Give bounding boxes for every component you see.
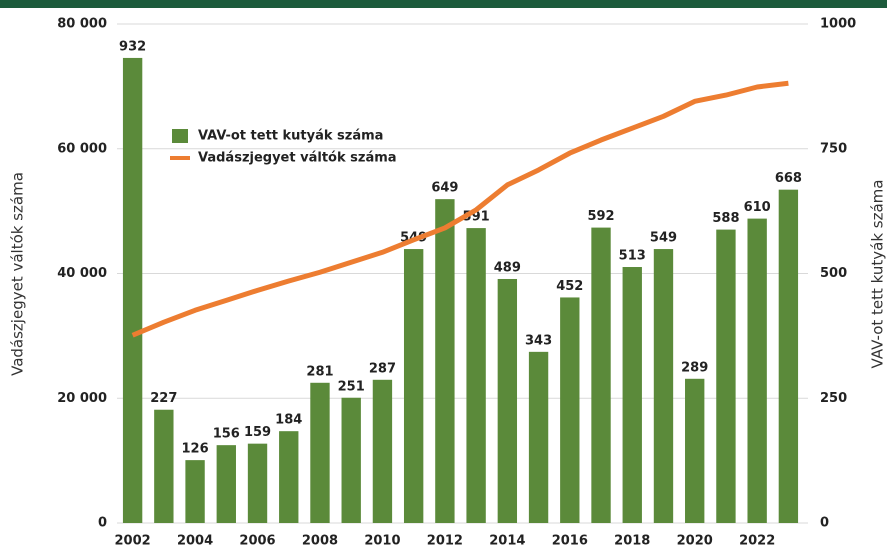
- value-label: 343: [525, 333, 552, 348]
- y-tick-label: 40 000: [57, 266, 107, 281]
- bar: [185, 460, 205, 523]
- value-label: 287: [369, 361, 396, 376]
- value-label: 156: [213, 427, 240, 442]
- y-axis-label: Vadászjegyet váltók száma: [9, 172, 27, 376]
- value-label: 281: [306, 364, 333, 379]
- value-label: 668: [775, 171, 802, 186]
- bar: [778, 189, 799, 523]
- bar: [653, 249, 674, 523]
- y-tick-label: 60 000: [57, 141, 107, 156]
- value-label: 159: [244, 425, 271, 440]
- value-label: 227: [150, 391, 177, 406]
- bar: [435, 199, 455, 524]
- x-tick-label: 2022: [739, 534, 775, 549]
- value-label: 513: [619, 249, 646, 264]
- x-tick-label: 2010: [364, 534, 400, 549]
- bar: [716, 229, 736, 523]
- bar: [341, 397, 361, 523]
- bar: [216, 445, 236, 523]
- x-tick-label: 2014: [489, 534, 525, 549]
- value-label: 251: [338, 379, 365, 394]
- bar: [560, 297, 580, 523]
- value-label: 932: [119, 39, 146, 54]
- x-tick-label: 2016: [552, 534, 588, 549]
- top-band: [0, 0, 887, 8]
- value-label: 549: [650, 231, 677, 246]
- bar: [403, 249, 424, 523]
- bar: [591, 227, 611, 524]
- x-tick-label: 2002: [115, 534, 151, 549]
- bar: [528, 351, 549, 523]
- bar: [466, 228, 486, 523]
- x-tick-label: 2020: [677, 534, 713, 549]
- legend-label: VAV-ot tett kutyák száma: [198, 129, 383, 144]
- y2-tick-label: 0: [820, 516, 829, 531]
- x-tick-label: 2008: [302, 534, 338, 549]
- y2-axis-label: VAV-ot tett kutyák száma: [869, 180, 887, 369]
- value-label: 588: [712, 211, 739, 226]
- bar: [279, 431, 299, 523]
- y2-tick-label: 1000: [820, 17, 856, 32]
- value-label: 184: [275, 413, 302, 428]
- y2-tick-label: 500: [820, 266, 847, 281]
- y-tick-label: 0: [98, 516, 107, 531]
- x-tick-label: 2004: [177, 534, 213, 549]
- value-label: 289: [681, 360, 708, 375]
- y2-tick-label: 750: [820, 141, 847, 156]
- value-label: 649: [431, 181, 458, 196]
- bar: [247, 443, 268, 523]
- legend-label: Vadászjegyet váltók száma: [198, 151, 397, 166]
- value-label: 592: [587, 209, 614, 224]
- line: [131, 80, 789, 338]
- bar: [310, 382, 330, 523]
- x-tick-label: 2006: [239, 534, 275, 549]
- bar: [154, 409, 174, 523]
- bar: [497, 278, 518, 523]
- value-label: 489: [494, 260, 521, 275]
- bar: [747, 218, 767, 524]
- value-label: 610: [744, 200, 771, 215]
- bar: [372, 379, 393, 523]
- y-tick-label: 80 000: [57, 17, 107, 32]
- value-label: 126: [181, 442, 208, 457]
- bar: [122, 57, 143, 523]
- y2-tick-label: 250: [820, 391, 847, 406]
- legend-swatch: [172, 129, 188, 143]
- y-tick-label: 20 000: [57, 391, 107, 406]
- bar: [685, 378, 705, 523]
- x-tick-label: 2018: [614, 534, 650, 549]
- x-tick-label: 2012: [427, 534, 463, 549]
- bar: [622, 267, 642, 523]
- value-label: 452: [556, 279, 583, 294]
